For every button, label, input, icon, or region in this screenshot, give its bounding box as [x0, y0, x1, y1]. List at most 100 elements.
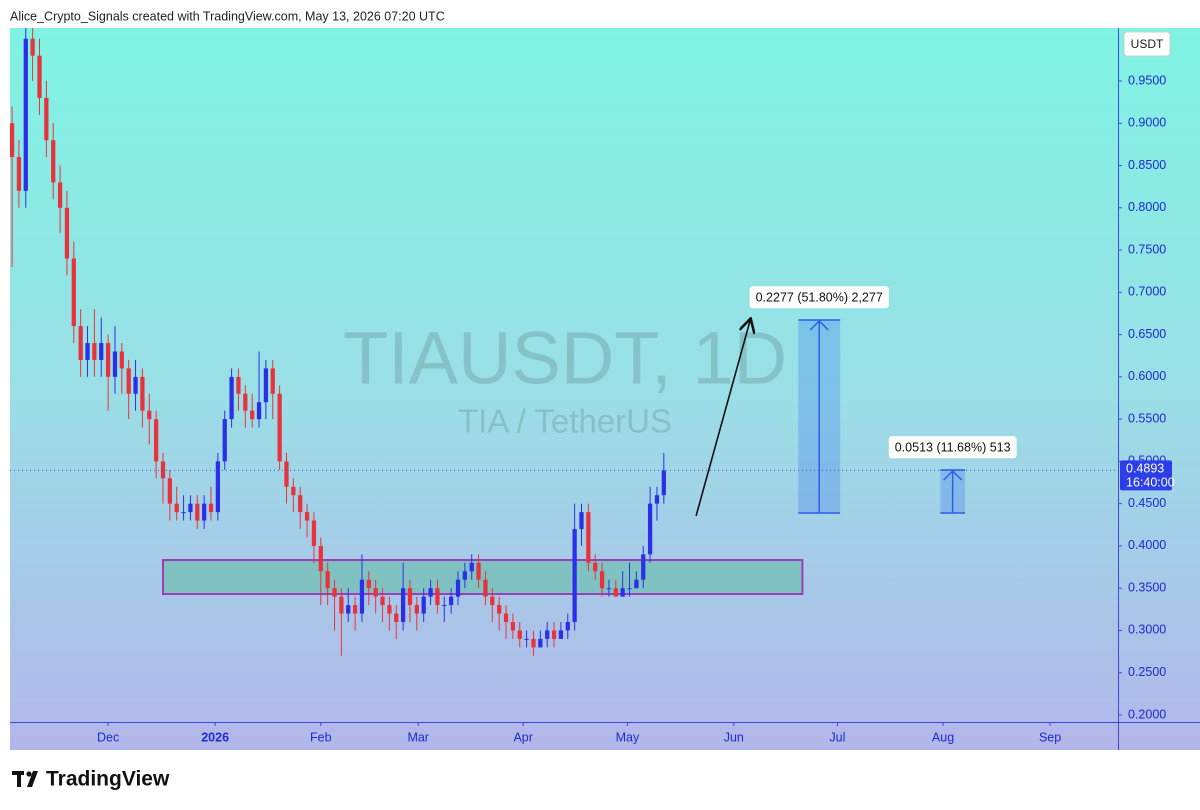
candle-body	[627, 588, 632, 590]
candle-body	[469, 562, 474, 572]
candle-body	[37, 55, 42, 98]
candle-body	[421, 596, 426, 614]
candle-body	[10, 123, 15, 158]
currency-box	[1123, 31, 1171, 57]
candle-body	[202, 503, 207, 521]
candle-body	[236, 376, 241, 394]
candle-body	[579, 512, 584, 530]
candle-body	[85, 343, 90, 360]
last-price-box	[1120, 460, 1172, 491]
arrow	[695, 320, 750, 517]
header: Alice_Crypto_Signals created with Tradin…	[10, 9, 445, 23]
x-tick-label: Dec	[97, 730, 119, 744]
x-tick-label: Mar	[407, 730, 429, 744]
candle-body	[503, 613, 509, 622]
candle-body	[517, 630, 522, 639]
candle-body	[641, 554, 646, 580]
candle-body	[51, 140, 56, 183]
candle-body	[105, 343, 111, 377]
candle-body	[545, 630, 550, 639]
candle-body	[277, 393, 282, 462]
candle-body	[208, 503, 214, 513]
candle-body	[373, 588, 378, 597]
support-zone	[161, 559, 804, 596]
candle-body	[154, 419, 159, 462]
candle-body	[339, 596, 344, 614]
candle-body	[167, 478, 172, 504]
y-tick-label: 0.4000	[1128, 538, 1166, 552]
candle-body	[92, 343, 97, 360]
candle-body	[634, 579, 639, 589]
candle-body	[462, 571, 467, 580]
y-tick-label: 0.2000	[1128, 707, 1166, 721]
x-tick-label: Jun	[724, 730, 744, 744]
candle-body	[263, 368, 269, 403]
candle-body	[538, 638, 543, 648]
candle-body	[229, 376, 234, 420]
candle-body	[551, 630, 557, 639]
candle-body	[256, 402, 262, 420]
y-tick-label: 0.7000	[1128, 285, 1166, 299]
candle-body	[606, 588, 612, 590]
x-tick-label: 2026	[201, 730, 229, 744]
candle-body	[483, 579, 488, 597]
x-tick-label: May	[616, 730, 640, 744]
y-tick-label: 0.3500	[1128, 580, 1166, 594]
x-tick-label: Sep	[1039, 730, 1061, 744]
candle-body	[661, 470, 666, 496]
candle-body	[620, 588, 625, 597]
y-tick-label: 0.9000	[1128, 116, 1166, 130]
candle-body	[57, 182, 63, 208]
candle-body	[497, 605, 502, 614]
candle-body	[215, 461, 221, 513]
candle-body	[222, 419, 227, 462]
y-tick-label: 0.6000	[1128, 369, 1166, 383]
candle-body	[387, 605, 392, 614]
candle-body	[455, 579, 461, 597]
y-tick-label: 0.5500	[1128, 411, 1166, 425]
candle-body	[565, 621, 570, 631]
measure-label: 0.2277 (51.80%) 2,277	[756, 290, 883, 304]
header-bg	[0, 0, 1200, 28]
candle-body	[647, 503, 653, 555]
candle-body	[400, 588, 406, 622]
y-tick-label: 0.6500	[1128, 327, 1166, 341]
candle-body	[599, 571, 605, 589]
measure-label-bg	[888, 436, 1017, 459]
candle-body	[442, 605, 447, 607]
candle-body	[558, 630, 564, 639]
candle-body	[510, 621, 516, 631]
brand: TradingView	[46, 768, 170, 791]
candle-body	[531, 638, 536, 648]
x-tick-label: Aug	[932, 730, 954, 744]
candle-body	[613, 588, 618, 597]
y-tick-label: 0.4500	[1128, 496, 1166, 510]
candle-body	[243, 393, 248, 411]
candle-body	[359, 579, 365, 614]
plot-area	[10, 28, 966, 656]
x-tick-label: Feb	[310, 730, 332, 744]
candle-body	[366, 579, 371, 589]
candle-body	[44, 97, 49, 141]
candle-body	[311, 520, 317, 546]
candle-body	[250, 410, 255, 420]
measure-label: 0.0513 (11.68%) 513	[895, 440, 1011, 454]
candle-body	[160, 461, 166, 479]
candle-body	[352, 605, 358, 614]
watermark-title: TIAUSDT, 1D	[343, 317, 787, 400]
candle-body	[490, 596, 495, 606]
candle-body	[71, 258, 76, 327]
candle-body	[195, 503, 200, 521]
candle-body	[147, 410, 152, 420]
y-tick-label: 0.3000	[1128, 623, 1166, 637]
candle-body	[298, 495, 303, 513]
candle-body	[325, 571, 330, 589]
candle-body	[318, 545, 323, 572]
measure-arrowhead	[809, 319, 829, 331]
y-tick-label: 0.8000	[1128, 200, 1166, 214]
candle-body	[270, 368, 275, 394]
candle-body	[174, 503, 179, 513]
candle-body	[586, 512, 591, 563]
